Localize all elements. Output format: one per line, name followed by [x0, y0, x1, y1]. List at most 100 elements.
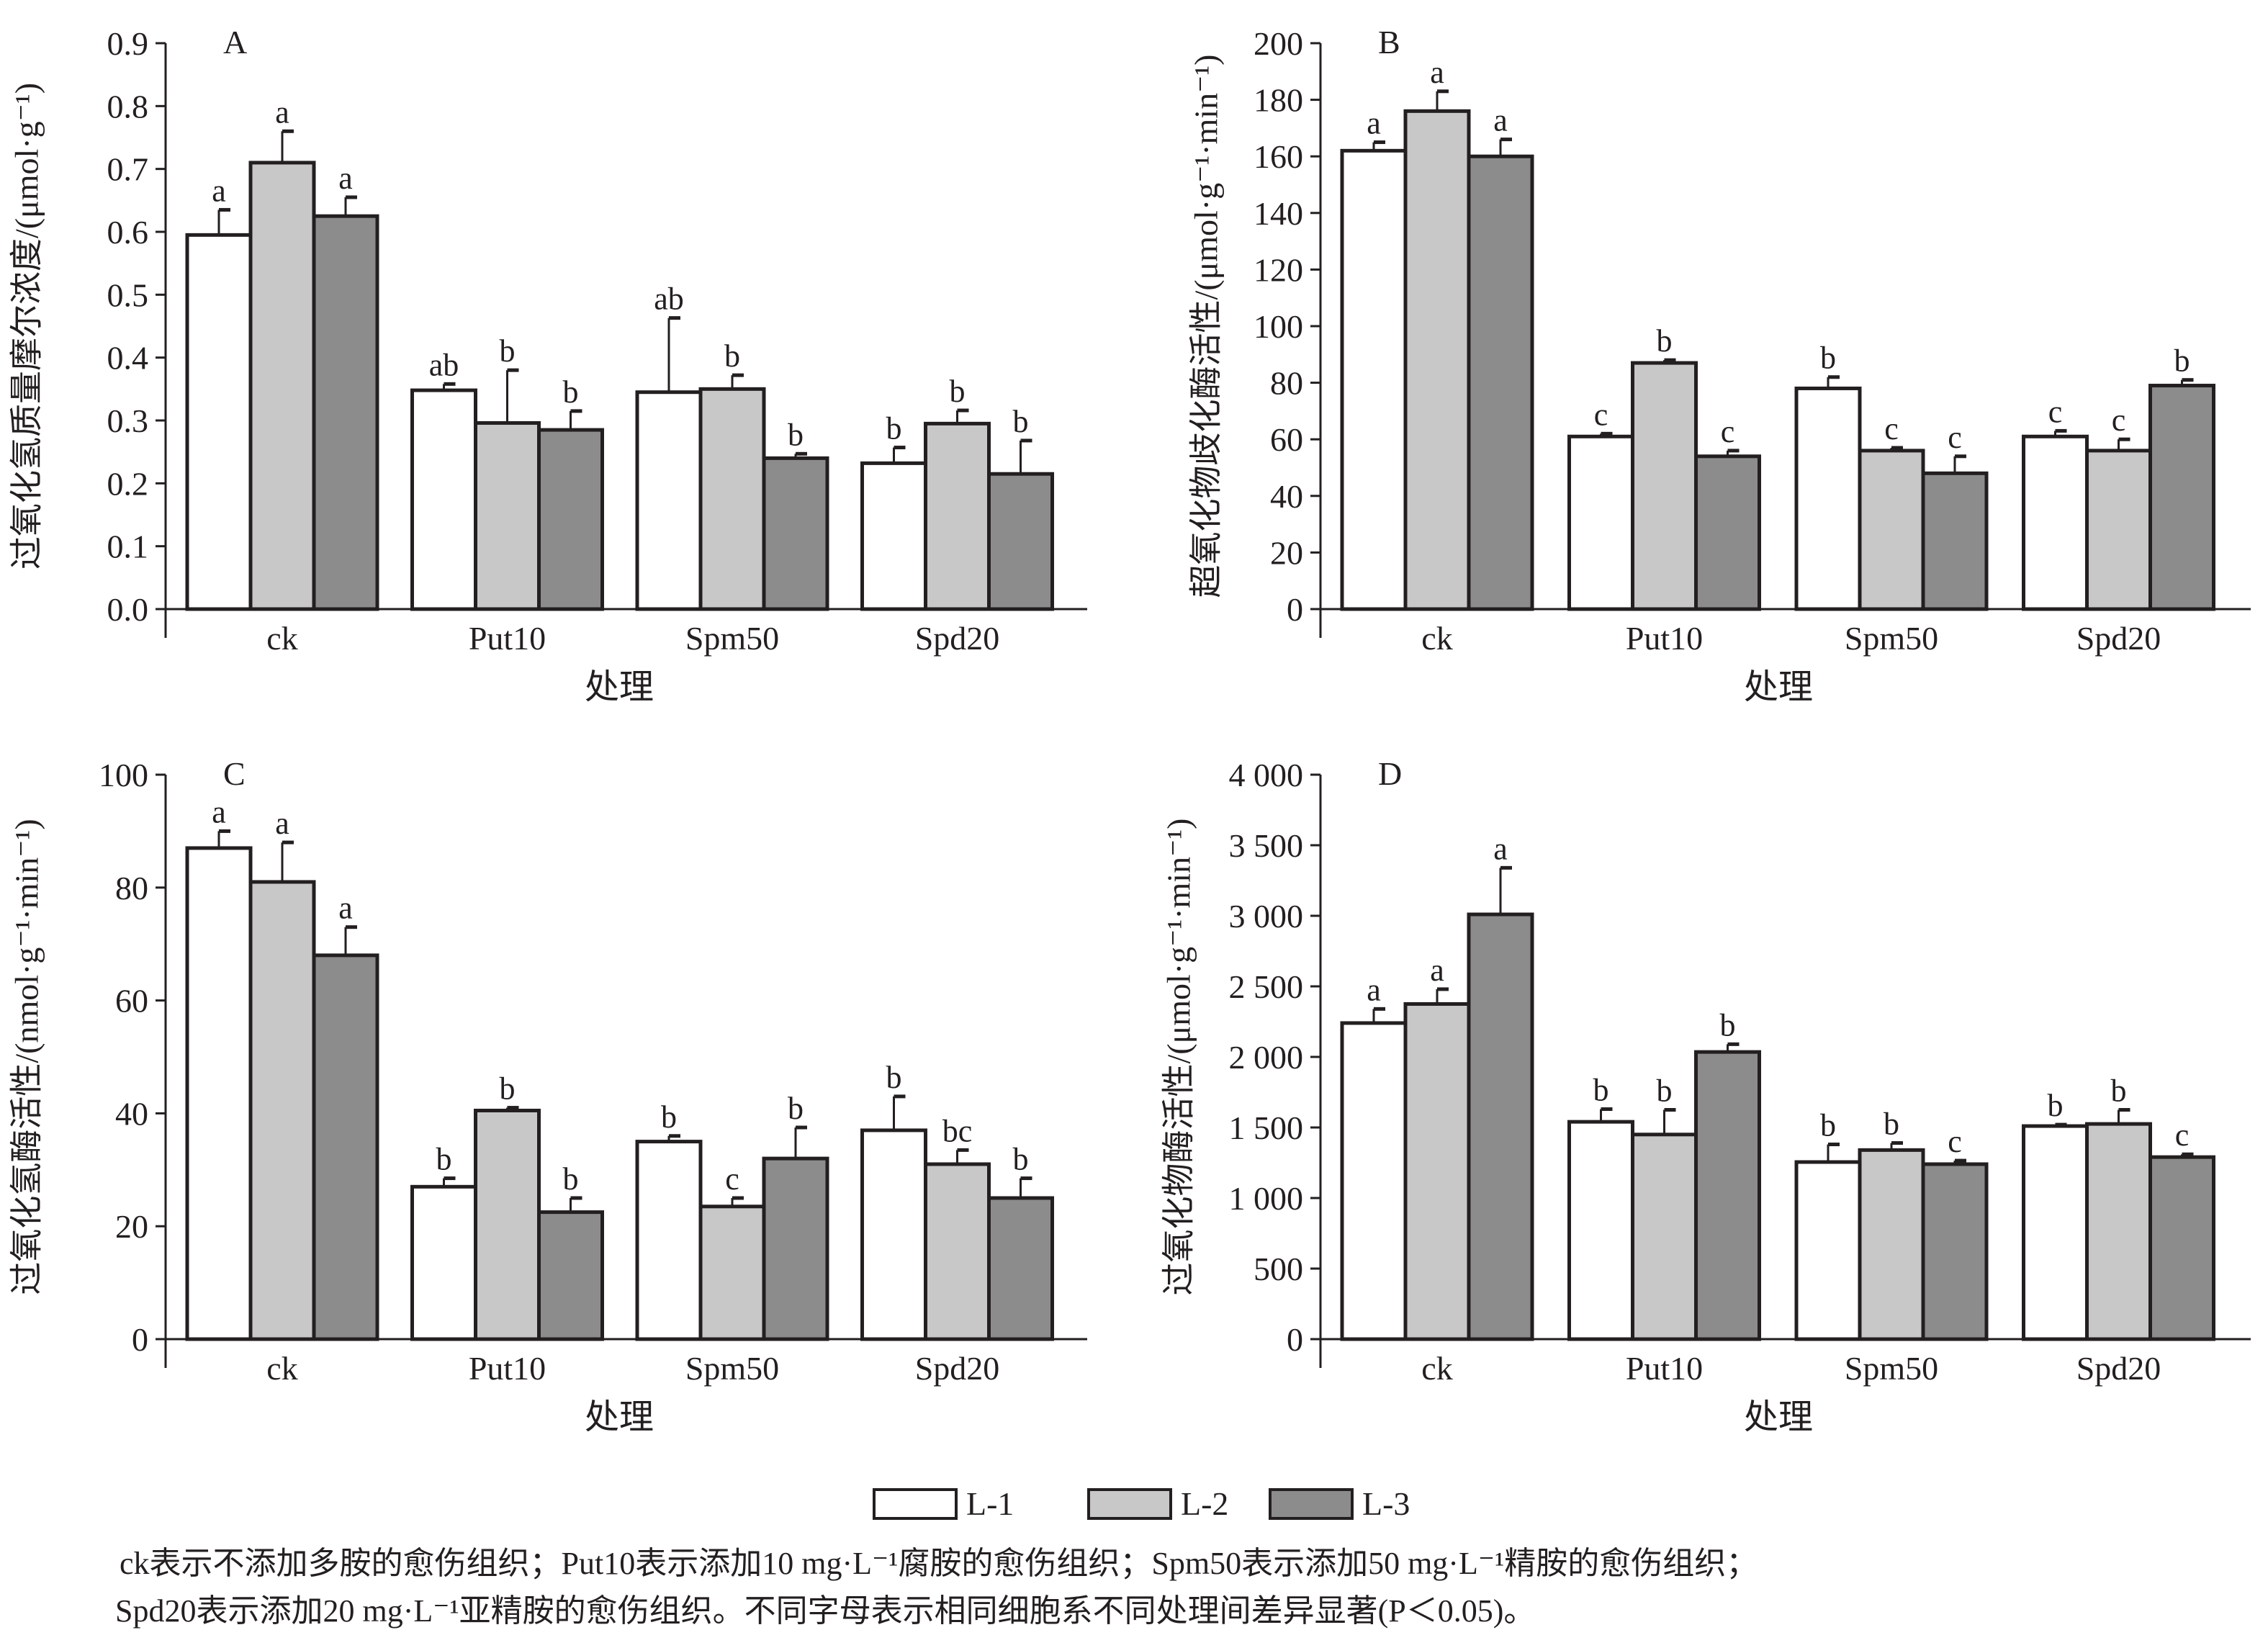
bar-l-3 [1921, 471, 1989, 611]
y-tick-label: 180 [1254, 82, 1303, 119]
panel-label: A [223, 24, 247, 60]
y-tick-label: 80 [1270, 365, 1303, 402]
x-tick-label: Put10 [469, 1350, 546, 1387]
y-tick-label: 0.2 [107, 465, 149, 502]
significance-letter: b [886, 411, 902, 446]
x-tick-label: Put10 [1626, 620, 1703, 657]
significance-letter: b [724, 338, 740, 374]
x-tick-label: Spm50 [1845, 620, 1938, 657]
bar-l-3 [1467, 154, 1534, 611]
chart-panel-c: 0 20 40 60 80 100 C 过氧化氢酶活性/(nmol·g⁻¹·min⁻¹) ck a… [9, 755, 1087, 1436]
y-tick-label: 200 [1254, 25, 1303, 62]
bar-l-3 [537, 428, 604, 611]
significance-letter: ab [654, 282, 684, 317]
significance-letter: b [1593, 1073, 1609, 1108]
legend-label: L-3 [1362, 1485, 1410, 1522]
y-tick-label: 3 000 [1229, 898, 1304, 935]
chart-panel-a: 0.0 0.1 0.2 0.3 0.4 0.5 0.6 0.7 0.8 0.9 A 过氧化氢质量摩尔浓… [9, 24, 1087, 706]
y-tick-label: 0.3 [107, 402, 149, 439]
significance-letter: b [1720, 1007, 1736, 1043]
significance-letter: c [1948, 420, 1962, 455]
bar-l-3 [1921, 1162, 1989, 1341]
bar-l-3 [2148, 1155, 2215, 1341]
bar-l-1 [1794, 1160, 1862, 1341]
y-tick-label: 160 [1254, 138, 1303, 175]
bar-l-1 [2022, 1124, 2089, 1341]
y-tick-label: 40 [1270, 478, 1303, 515]
y-tick-label: 0.7 [107, 151, 149, 188]
x-tick-label: ck [266, 620, 297, 657]
bar-l-1 [635, 1140, 703, 1341]
x-axis-label: 处理 [585, 1398, 654, 1436]
bar-l-3 [312, 214, 379, 611]
significance-letter: c [2048, 394, 2063, 429]
bar-l-2 [924, 421, 991, 611]
y-axis-label: 过氧化氢质量摩尔浓度/(μmol·g⁻¹) [9, 83, 45, 569]
significance-letter: b [1820, 1108, 1836, 1143]
y-tick-label: 1 000 [1229, 1180, 1304, 1217]
significance-letter: a [1367, 106, 1381, 141]
x-tick-label: ck [1421, 1350, 1452, 1387]
x-tick-label: Put10 [469, 620, 546, 657]
legend: L-1 L-2 L-3 [0, 1485, 2268, 1528]
x-tick-label: Spm50 [685, 1350, 779, 1387]
x-tick-label: Put10 [1626, 1350, 1703, 1387]
significance-letter: c [1594, 397, 1608, 432]
significance-letter: a [1493, 103, 1508, 138]
bar-l-1 [1567, 1120, 1634, 1341]
significance-letter: b [1013, 404, 1029, 439]
significance-letter: a [1430, 953, 1444, 988]
legend-label: L-1 [966, 1485, 1014, 1522]
y-tick-label: 0 [1287, 1321, 1303, 1358]
y-tick-label: 0.1 [107, 528, 149, 565]
y-tick-label: 2 500 [1229, 968, 1304, 1005]
y-tick-label: 100 [99, 757, 148, 793]
significance-letter: a [338, 891, 353, 926]
panel-label: B [1378, 24, 1400, 60]
significance-letter: b [1657, 323, 1673, 359]
y-tick-label: 0.9 [107, 25, 149, 62]
bar-l-1 [410, 1184, 477, 1341]
bar-l-2 [1858, 449, 1925, 611]
chart-panel-b: 0 20 40 60 80 100 120 140 160 180 200 B 超氧化物歧化酶活性/(μ… [1188, 24, 2251, 706]
legend-swatch-l1 [873, 1487, 958, 1520]
significance-letter: a [212, 173, 226, 208]
bar-l-2 [2085, 1122, 2152, 1341]
bar-l-2 [1631, 1133, 1698, 1341]
significance-letter: b [1013, 1142, 1029, 1177]
significance-letter: b [2048, 1088, 2064, 1123]
bar-l-1 [185, 233, 253, 611]
y-tick-label: 0.6 [107, 214, 149, 251]
x-tick-label: Spm50 [685, 620, 779, 657]
bar-l-3 [987, 1196, 1054, 1341]
bar-l-3 [1694, 1050, 1761, 1341]
bar-l-3 [762, 456, 829, 611]
significance-letter: a [212, 794, 226, 829]
significance-letter: b [1884, 1107, 1899, 1142]
bar-l-3 [1694, 454, 1761, 611]
panel-label: C [223, 755, 246, 792]
significance-letter: a [275, 94, 289, 130]
significance-letter: b [950, 374, 966, 409]
y-tick-label: 120 [1254, 251, 1303, 288]
y-tick-label: 20 [1270, 534, 1303, 571]
legend-item-l3: L-3 [1269, 1485, 1410, 1523]
bar-l-2 [474, 1108, 541, 1341]
significance-letter: a [1367, 972, 1381, 1007]
bar-l-2 [1631, 361, 1698, 611]
significance-letter: a [338, 161, 353, 196]
significance-letter: ab [429, 347, 459, 382]
y-tick-label: 3 500 [1229, 827, 1304, 864]
y-tick-label: 0.5 [107, 276, 149, 313]
significance-letter: b [2111, 1073, 2127, 1109]
significance-letter: b [1657, 1073, 1673, 1109]
x-tick-label: ck [266, 1350, 297, 1387]
significance-letter: b [436, 1142, 452, 1177]
significance-letter: c [1948, 1124, 1962, 1159]
y-axis-label: 过氧化物酶活性/(μmol·g⁻¹·min⁻¹) [1161, 819, 1197, 1296]
significance-letter: b [2174, 343, 2190, 379]
significance-letter: b [563, 374, 579, 410]
significance-letter: b [788, 1091, 804, 1126]
bar-l-2 [1403, 1002, 1471, 1341]
